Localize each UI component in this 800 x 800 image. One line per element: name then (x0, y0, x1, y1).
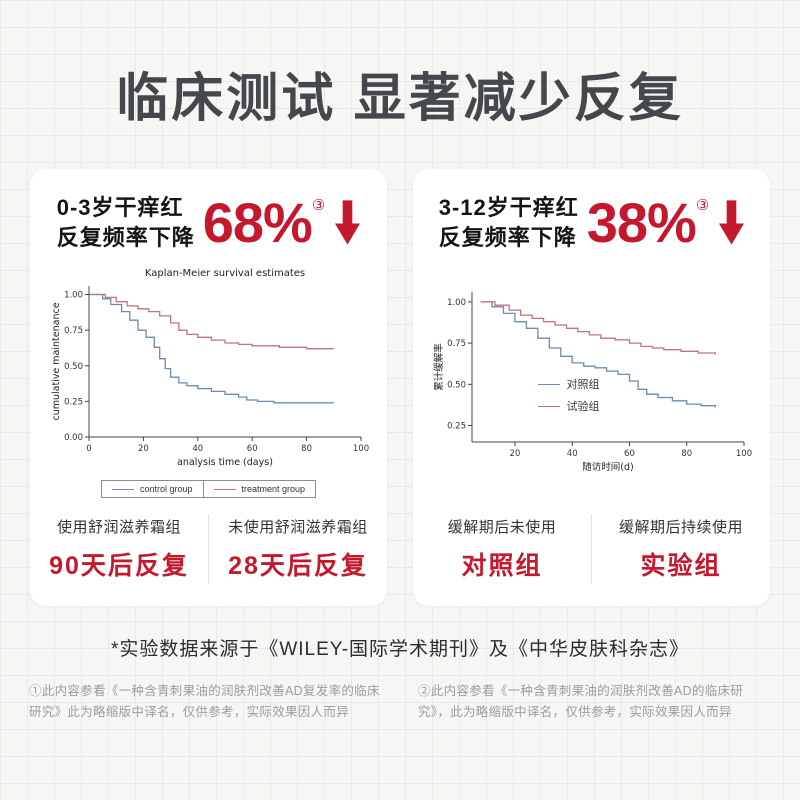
km-chart-0-3: Kaplan-Meier survival estimates 0 20 40 60 80… (43, 260, 375, 499)
percent-block: 68% ③ (202, 191, 326, 255)
legend-item-trial: 试验组 (537, 398, 600, 414)
result-col-control: 缓解期后未使用 对照组 (413, 514, 591, 584)
svg-text:1.00: 1.00 (64, 291, 83, 301)
result-value: 对照组 (461, 552, 543, 581)
legend-label: treatment group (241, 484, 306, 495)
result-value: 90天后反复 (49, 552, 189, 581)
headline-line2: 反复频率下降 (56, 224, 195, 250)
headline: 3-12岁干痒红 反复频率下降 (439, 193, 579, 252)
svg-text:0.50: 0.50 (447, 381, 466, 391)
svg-text:0.25: 0.25 (447, 422, 466, 432)
legend-label: 试验组 (566, 401, 600, 414)
svg-text:60: 60 (246, 444, 257, 454)
chart-legend: 对照组 试验组 (537, 376, 600, 414)
legend-item-control-group: control group (100, 480, 204, 499)
legend-label: control group (139, 484, 193, 495)
svg-text:1.00: 1.00 (447, 298, 466, 308)
headline-line1: 0-3岁干痒红 (56, 195, 184, 220)
legend-line-blue-icon (111, 488, 134, 490)
percent-value: 68% (202, 191, 313, 255)
headline: 0-3岁干痒红 反复频率下降 (57, 193, 195, 252)
svg-text:0.25: 0.25 (64, 398, 83, 408)
legend-line-blue-icon (537, 383, 560, 385)
svg-text:Kaplan-Meier survival estimate: Kaplan-Meier survival estimates (144, 268, 304, 279)
svg-text:20: 20 (509, 449, 520, 459)
svg-text:0.50: 0.50 (64, 362, 83, 372)
svg-text:80: 80 (301, 444, 312, 454)
svg-text:40: 40 (566, 449, 577, 459)
chart-legend: control group treatment group (43, 480, 375, 499)
svg-text:100: 100 (352, 444, 368, 454)
svg-text:analysis time (days): analysis time (days) (177, 457, 273, 468)
svg-text:20: 20 (137, 444, 148, 454)
result-label: 缓解期后未使用 (447, 519, 557, 537)
svg-text:80: 80 (681, 449, 692, 459)
percent-block: 38% ③ (586, 191, 710, 255)
page-title: 临床测试 显著减少反复 (116, 70, 684, 128)
footnotes-row: ①此内容参看《一种含青刺果油的润肤剂改善AD复发率的临床研究》此为略缩版中译名，… (29, 681, 771, 722)
card-age-0-3: 0-3岁干痒红 反复频率下降 68% ③ Kaplan-Meier surviv… (30, 169, 387, 607)
card-age-3-12: 3-12岁干痒红 反复频率下降 38% ③ 20 40 60 80 100 0.25 0.5… (413, 169, 770, 607)
card-header: 3-12岁干痒红 反复频率下降 38% ③ (413, 169, 770, 252)
result-label: 未使用舒润滋养霜组 (228, 519, 368, 537)
footnote-ref-icon: ③ (695, 197, 710, 215)
result-label: 缓解期后持续使用 (618, 519, 743, 537)
legend-item-treatment-group: treatment group (203, 480, 317, 499)
data-source-note: *实验数据来源于《WILEY-国际学术期刊》及《中华皮肤科杂志》 (110, 639, 690, 661)
svg-text:累计缓解率: 累计缓解率 (433, 343, 445, 391)
legend-line-pink-icon (213, 488, 236, 490)
headline-line2: 反复频率下降 (438, 224, 577, 250)
svg-text:cumulative maintenance: cumulative maintenance (51, 303, 62, 421)
svg-text:40: 40 (192, 444, 203, 454)
legend-line-pink-icon (537, 405, 560, 407)
svg-text:0.00: 0.00 (64, 433, 83, 443)
svg-text:随访时间(d): 随访时间(d) (582, 461, 633, 473)
svg-text:60: 60 (624, 449, 635, 459)
result-value: 28天后反复 (228, 552, 368, 581)
cards-row: 0-3岁干痒红 反复频率下降 68% ③ Kaplan-Meier surviv… (0, 169, 800, 607)
result-row: 使用舒润滋养霜组 90天后反复 未使用舒润滋养霜组 28天后反复 (30, 506, 387, 606)
percent-value: 38% (586, 191, 697, 255)
result-label: 使用舒润滋养霜组 (56, 519, 181, 537)
result-col-experiment: 缓解期后持续使用 实验组 (591, 514, 770, 585)
result-col-without-cream: 未使用舒润滋养霜组 28天后反复 (208, 514, 387, 585)
km-chart-0-3-svg: Kaplan-Meier survival estimates 0 20 40 60 80… (51, 268, 369, 468)
km-chart-3-12-svg: 20 40 60 80 100 0.25 0.50 0.75 1.00 随访时间(d) 累计缓解率 (433, 292, 752, 473)
result-col-with-cream: 使用舒润滋养霜组 90天后反复 (30, 514, 208, 584)
svg-text:0.75: 0.75 (447, 339, 466, 349)
legend-label: 对照组 (566, 379, 600, 392)
footnote-1: ①此内容参看《一种含青刺果油的润肤剂改善AD复发率的临床研究》此为略缩版中译名，… (29, 684, 380, 719)
result-value: 实验组 (640, 552, 722, 581)
headline-line1: 3-12岁干痒红 (438, 195, 579, 220)
down-arrow-icon (335, 200, 361, 245)
svg-text:0.75: 0.75 (64, 327, 83, 337)
svg-text:100: 100 (735, 449, 751, 459)
card-header: 0-3岁干痒红 反复频率下降 68% ③ (30, 169, 387, 252)
km-chart-3-12: 20 40 60 80 100 0.25 0.50 0.75 1.00 随访时间(d) 累计缓解率 … (426, 260, 758, 498)
legend-item-control: 对照组 (537, 376, 600, 392)
footnote-2: ②此内容参看《一种含青刺果油的润肤剂改善AD的临床研究》，此为略缩版中译名，仅供… (418, 684, 744, 719)
svg-text:0: 0 (86, 444, 91, 454)
footnote-ref-icon: ③ (311, 197, 326, 215)
result-row: 缓解期后未使用 对照组 缓解期后持续使用 实验组 (413, 506, 770, 606)
down-arrow-icon (719, 200, 745, 245)
